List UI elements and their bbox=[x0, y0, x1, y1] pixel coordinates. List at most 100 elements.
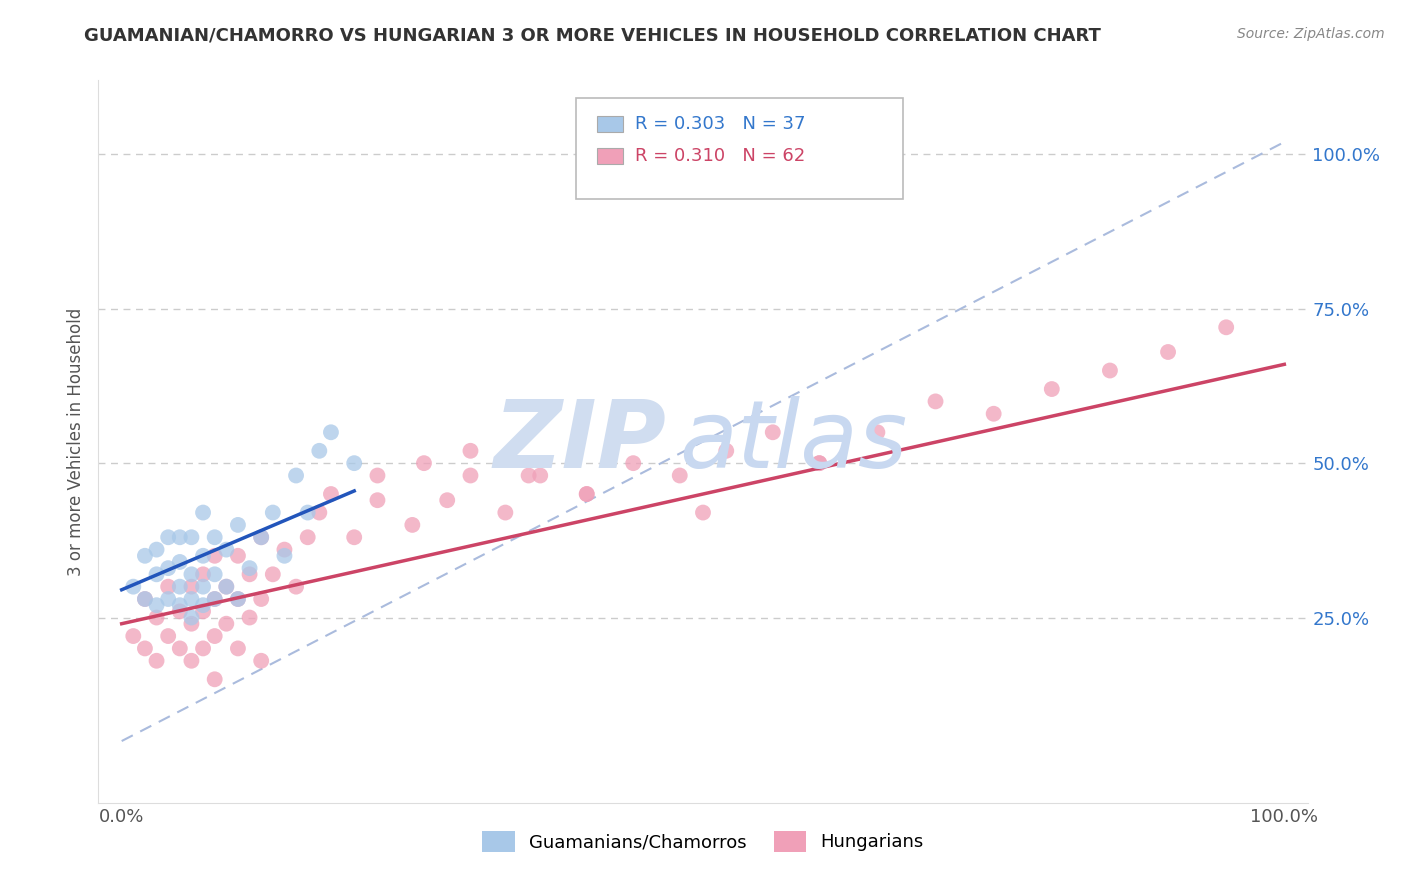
Point bbox=[239, 610, 262, 624]
Point bbox=[180, 610, 202, 624]
Point bbox=[180, 654, 202, 668]
Point bbox=[239, 561, 262, 575]
Point bbox=[808, 456, 831, 470]
Point bbox=[262, 506, 284, 520]
Text: Source: ZipAtlas.com: Source: ZipAtlas.com bbox=[1237, 27, 1385, 41]
Point bbox=[983, 407, 1005, 421]
Point bbox=[157, 530, 180, 544]
Point bbox=[494, 506, 516, 520]
Point bbox=[145, 567, 167, 582]
Point bbox=[191, 580, 214, 594]
Point bbox=[621, 456, 644, 470]
Point bbox=[191, 598, 214, 612]
Point bbox=[191, 641, 214, 656]
Point bbox=[204, 530, 226, 544]
Point bbox=[134, 641, 156, 656]
Point bbox=[716, 443, 738, 458]
Point bbox=[134, 549, 156, 563]
Point bbox=[122, 629, 145, 643]
Point bbox=[157, 629, 180, 643]
Point bbox=[575, 487, 598, 501]
Point bbox=[226, 517, 249, 532]
Point bbox=[169, 530, 191, 544]
Point bbox=[575, 487, 598, 501]
Point bbox=[180, 616, 202, 631]
Point bbox=[215, 580, 238, 594]
Legend: Guamanians/Chamorros, Hungarians: Guamanians/Chamorros, Hungarians bbox=[475, 823, 931, 859]
Point bbox=[180, 592, 202, 607]
Point bbox=[204, 673, 226, 687]
Point bbox=[1157, 345, 1180, 359]
Point bbox=[191, 549, 214, 563]
Point bbox=[762, 425, 785, 440]
FancyBboxPatch shape bbox=[576, 98, 903, 200]
Point bbox=[226, 641, 249, 656]
Point bbox=[145, 598, 167, 612]
Point bbox=[250, 530, 273, 544]
Point bbox=[297, 530, 319, 544]
Point bbox=[319, 487, 342, 501]
Point bbox=[239, 567, 262, 582]
Point bbox=[517, 468, 540, 483]
Point bbox=[204, 592, 226, 607]
Point bbox=[250, 592, 273, 607]
Point bbox=[924, 394, 946, 409]
Point bbox=[180, 580, 202, 594]
Point bbox=[191, 567, 214, 582]
Point bbox=[122, 580, 145, 594]
Point bbox=[169, 555, 191, 569]
Point bbox=[180, 530, 202, 544]
Point bbox=[204, 592, 226, 607]
Point bbox=[866, 425, 889, 440]
Point bbox=[529, 468, 551, 483]
Point bbox=[308, 506, 330, 520]
Text: R = 0.303   N = 37: R = 0.303 N = 37 bbox=[636, 115, 806, 133]
Point bbox=[145, 654, 167, 668]
Text: ZIP: ZIP bbox=[494, 395, 666, 488]
Text: GUAMANIAN/CHAMORRO VS HUNGARIAN 3 OR MORE VEHICLES IN HOUSEHOLD CORRELATION CHAR: GUAMANIAN/CHAMORRO VS HUNGARIAN 3 OR MOR… bbox=[84, 27, 1101, 45]
Point bbox=[366, 468, 388, 483]
Point bbox=[285, 468, 308, 483]
Point bbox=[134, 592, 156, 607]
Point bbox=[343, 456, 366, 470]
Text: R = 0.310   N = 62: R = 0.310 N = 62 bbox=[636, 147, 806, 165]
Point bbox=[157, 580, 180, 594]
Point bbox=[460, 468, 482, 483]
Point bbox=[460, 443, 482, 458]
Point bbox=[169, 580, 191, 594]
Point bbox=[250, 530, 273, 544]
FancyBboxPatch shape bbox=[596, 148, 623, 164]
Point bbox=[204, 567, 226, 582]
Point bbox=[1098, 363, 1121, 377]
Point bbox=[413, 456, 436, 470]
Point bbox=[204, 629, 226, 643]
Point bbox=[180, 567, 202, 582]
Point bbox=[157, 561, 180, 575]
Point bbox=[169, 641, 191, 656]
Point bbox=[436, 493, 458, 508]
Point bbox=[343, 530, 366, 544]
Point bbox=[215, 580, 238, 594]
Point bbox=[808, 456, 831, 470]
Point bbox=[145, 542, 167, 557]
Point bbox=[319, 425, 342, 440]
Point bbox=[157, 592, 180, 607]
Point bbox=[226, 549, 249, 563]
Point bbox=[273, 542, 295, 557]
FancyBboxPatch shape bbox=[596, 116, 623, 132]
Point bbox=[204, 549, 226, 563]
Point bbox=[692, 506, 714, 520]
Point bbox=[366, 493, 388, 508]
Point bbox=[215, 616, 238, 631]
Point bbox=[262, 567, 284, 582]
Point bbox=[401, 517, 423, 532]
Point bbox=[215, 542, 238, 557]
Point bbox=[191, 506, 214, 520]
Point bbox=[1040, 382, 1063, 396]
Point bbox=[250, 654, 273, 668]
Point bbox=[191, 604, 214, 618]
Point bbox=[308, 443, 330, 458]
Point bbox=[226, 592, 249, 607]
Point bbox=[1215, 320, 1237, 334]
Y-axis label: 3 or more Vehicles in Household: 3 or more Vehicles in Household bbox=[66, 308, 84, 575]
